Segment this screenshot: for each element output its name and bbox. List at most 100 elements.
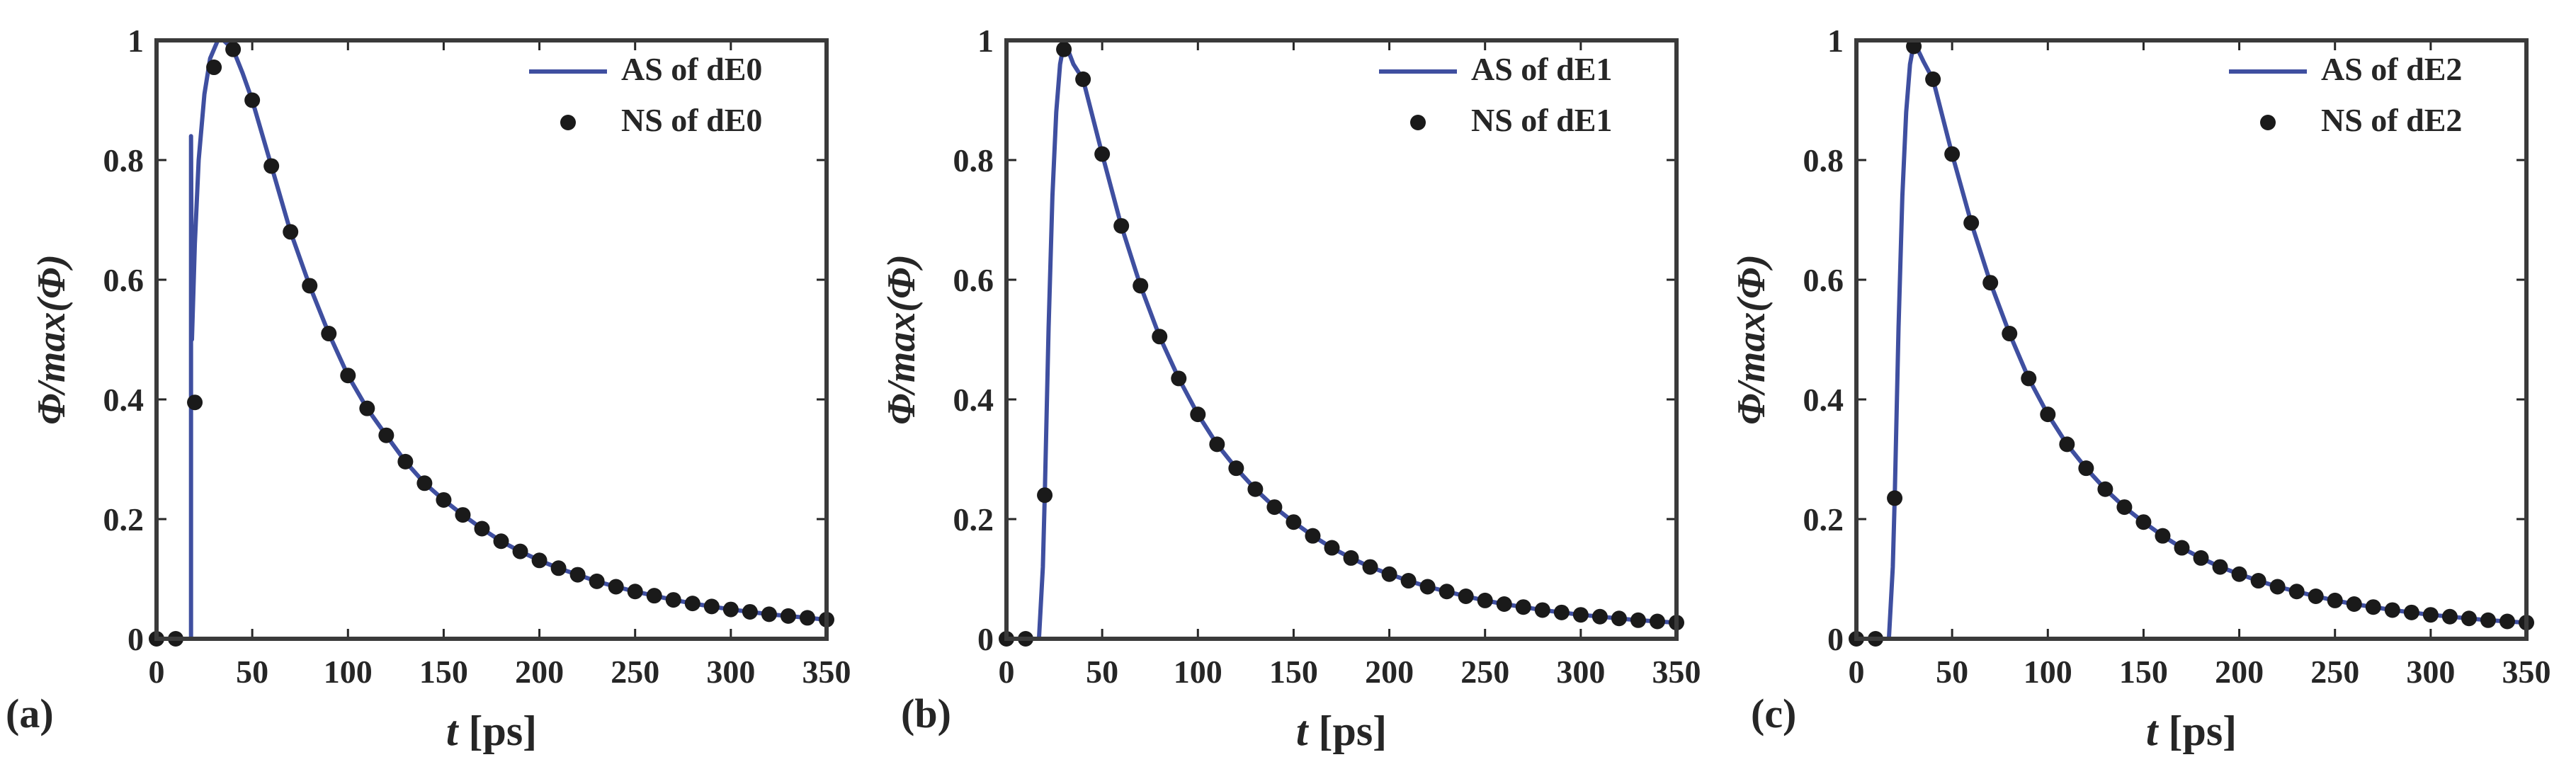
x-tick-label: 150 [419,654,468,690]
data-point [1113,217,1130,234]
data-point [1534,602,1550,618]
data-point [2461,610,2477,627]
data-point [722,601,739,618]
data-point [1982,275,1999,291]
legend-entry: NS of dE0 [621,102,762,138]
data-point [2155,528,2171,544]
data-point [474,521,490,537]
data-point [2308,588,2324,605]
x-tick-label: 50 [1086,654,1118,690]
y-tick-label: 0.8 [953,142,994,178]
legend-entry: AS of dE2 [2321,51,2462,87]
axes-box [1004,38,1679,641]
data-point [1075,71,1091,87]
legend-entry: AS of dE1 [1471,51,1612,87]
x-tick-label: 300 [706,654,755,690]
data-point [187,394,203,411]
data-point [1477,592,1493,608]
data-point [321,326,337,342]
data-point [550,560,567,576]
x-axis-label: t [ps] [1296,707,1387,754]
chart-panel-2: 0 50 100 150 200 250 300 350 0 0.2 0.4 0.6 0.8 1 AS of… [1730,23,2551,754]
x-tick-label: 200 [515,654,564,690]
x-tick-label: 300 [1556,654,1605,690]
data-point [2193,550,2209,566]
data-point [761,606,777,622]
data-point [1286,514,1302,530]
data-point [1572,607,1589,623]
x-tick-label: 250 [1460,654,1509,690]
y-tick-label: 0.2 [1803,501,1844,538]
data-point [455,507,471,523]
legend-entry: AS of dE0 [621,51,762,87]
x-axis-label: t [ps] [446,707,537,754]
legend-entry: NS of dE1 [1471,102,1612,138]
data-point [2499,613,2515,630]
data-point [1133,278,1149,294]
data-point [2384,602,2400,618]
data-point [1381,566,1397,582]
y-axis-label: Φ/max(Φ) [880,254,924,425]
data-point [2040,406,2056,423]
data-point [1305,528,1321,544]
data-point [359,400,375,416]
data-point [1171,370,1187,387]
data-point [2346,596,2362,612]
legend-marker-swatch [560,115,576,130]
data-point [2059,436,2075,453]
y-tick-label: 0.8 [103,142,144,178]
data-point [1419,579,1436,595]
y-tick-label: 0.2 [953,501,994,538]
y-tick-label: 1 [1827,23,1844,59]
x-tick-label: 200 [1365,654,1414,690]
data-point [2174,540,2190,556]
x-tick-label: 250 [611,654,659,690]
x-tick-label: 300 [2406,654,2455,690]
x-axis-variable: t [2146,707,2160,754]
x-tick-label: 0 [149,654,165,690]
data-point [1496,596,1512,612]
data-point [378,427,395,443]
y-tick-label: 0.8 [1803,142,1844,178]
y-tick-label: 0.6 [953,262,994,298]
x-tick-label: 150 [2119,654,2168,690]
axes-box [1854,38,2529,641]
chart-panel-1: 0 50 100 150 200 250 300 350 0 0.2 0.4 0.6 0.8 1 AS of… [880,23,1701,754]
data-point [646,588,662,604]
data-point [1963,215,1980,231]
y-tick-label: 1 [127,23,144,59]
data-point [1056,41,1072,57]
data-point [569,567,586,583]
axes-box [154,38,829,641]
data-point [2365,599,2381,615]
data-point [1152,329,1168,345]
x-tick-label: 100 [324,654,373,690]
data-point [665,592,681,608]
x-tick-label: 100 [2024,654,2072,690]
data-point [1887,490,1903,506]
x-axis-unit: [ps] [458,707,537,754]
legend-marker-swatch [1410,115,1426,130]
x-tick-label: 350 [802,654,851,690]
data-point [302,278,318,294]
x-axis-variable: t [1296,707,1310,754]
y-tick-label: 0.4 [953,382,994,418]
data-point [1649,613,1665,630]
data-point [1400,573,1417,589]
data-point [608,579,624,595]
data-point [1343,550,1359,566]
x-axis-unit: [ps] [1307,707,1387,754]
data-point [416,475,433,491]
x-tick-label: 100 [1174,654,1222,690]
data-point [1515,599,1531,615]
data-point [2441,608,2458,625]
y-tick-label: 0.4 [103,382,144,418]
data-point [1925,71,1941,87]
y-tick-label: 0.6 [1803,262,1844,298]
data-point [436,491,452,508]
data-point [244,92,261,108]
data-point [225,41,242,57]
data-point [1094,146,1111,162]
y-axis-label: Φ/max(Φ) [30,254,74,425]
